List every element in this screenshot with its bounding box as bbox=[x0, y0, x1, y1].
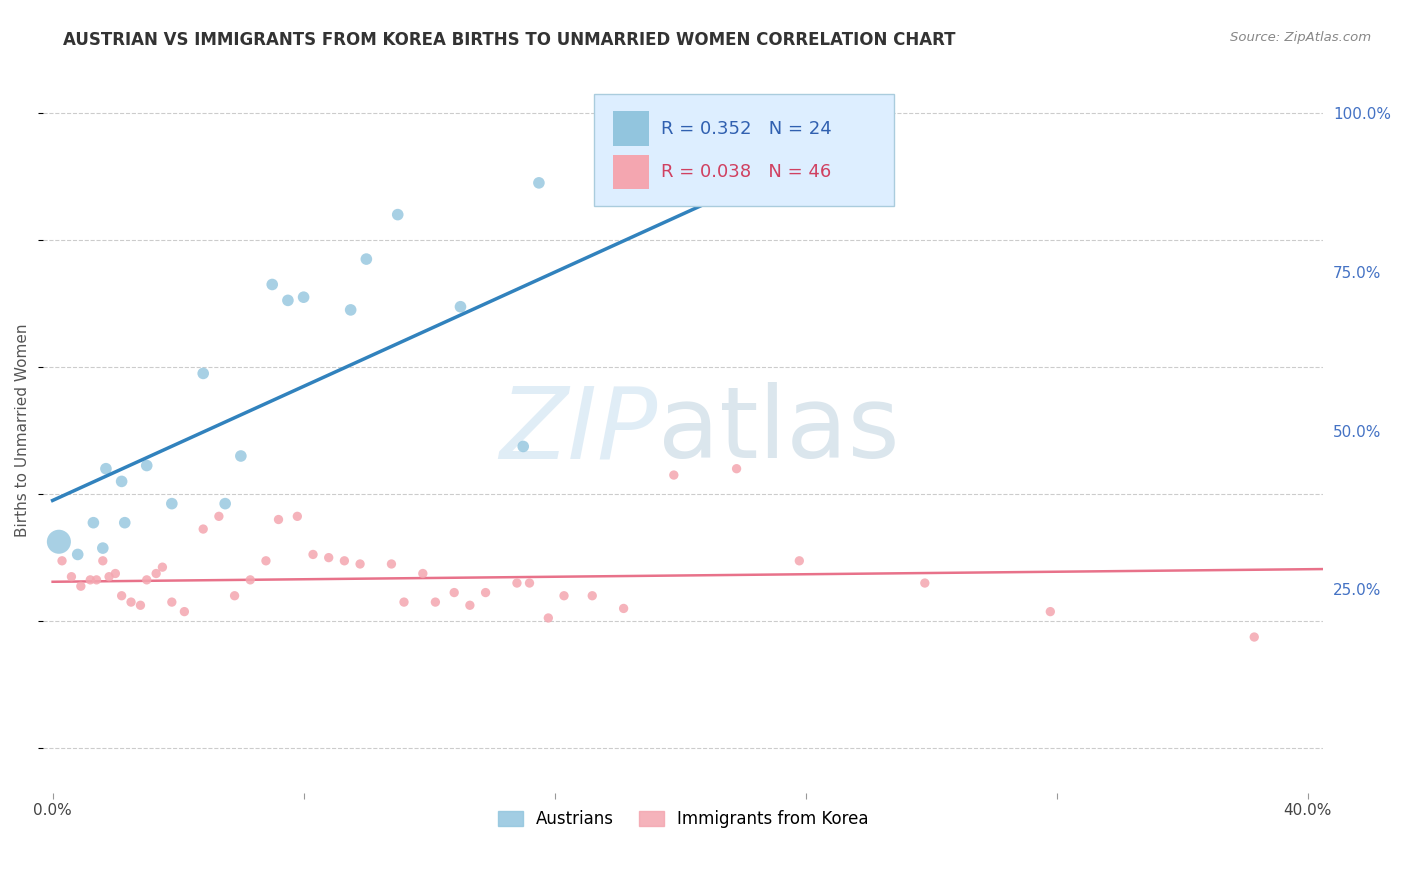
Point bbox=[1039, 605, 1062, 619]
Point bbox=[79, 573, 101, 587]
Point bbox=[425, 595, 447, 609]
Point bbox=[114, 516, 136, 530]
Point bbox=[380, 557, 402, 571]
Point bbox=[208, 509, 231, 524]
Point bbox=[193, 367, 215, 381]
Point bbox=[91, 541, 114, 555]
Point bbox=[48, 534, 70, 549]
Point bbox=[333, 554, 356, 568]
Point bbox=[51, 554, 73, 568]
Point bbox=[104, 566, 127, 581]
Text: R = 0.352   N = 24: R = 0.352 N = 24 bbox=[661, 120, 832, 137]
Point bbox=[873, 153, 896, 168]
FancyBboxPatch shape bbox=[613, 112, 648, 146]
Point bbox=[302, 548, 325, 562]
Point bbox=[277, 293, 299, 308]
Point bbox=[789, 554, 811, 568]
Point bbox=[339, 302, 361, 317]
Point bbox=[387, 208, 409, 222]
FancyBboxPatch shape bbox=[613, 154, 648, 189]
Point bbox=[224, 589, 246, 603]
Point bbox=[356, 252, 378, 266]
Point bbox=[450, 300, 472, 314]
Point bbox=[412, 566, 434, 581]
Point bbox=[458, 599, 481, 613]
Point bbox=[262, 277, 284, 292]
Text: atlas: atlas bbox=[658, 382, 900, 479]
Point bbox=[254, 554, 277, 568]
Point bbox=[267, 512, 290, 526]
Text: Source: ZipAtlas.com: Source: ZipAtlas.com bbox=[1230, 31, 1371, 45]
Point bbox=[239, 573, 262, 587]
Point bbox=[129, 599, 152, 613]
Point bbox=[519, 576, 541, 591]
Point bbox=[537, 611, 560, 625]
Point bbox=[94, 461, 117, 475]
Text: R = 0.038   N = 46: R = 0.038 N = 46 bbox=[661, 163, 832, 181]
Point bbox=[527, 176, 550, 190]
Y-axis label: Births to Unmarried Women: Births to Unmarried Women bbox=[15, 324, 30, 537]
Point bbox=[120, 595, 142, 609]
Point bbox=[613, 601, 636, 615]
Point bbox=[111, 475, 134, 489]
Point bbox=[292, 290, 315, 304]
Point bbox=[443, 585, 465, 599]
Point bbox=[193, 522, 215, 536]
Point bbox=[214, 497, 236, 511]
Point bbox=[392, 595, 415, 609]
Point bbox=[318, 550, 340, 565]
Point bbox=[86, 573, 108, 587]
FancyBboxPatch shape bbox=[593, 94, 894, 206]
Point bbox=[135, 458, 157, 473]
Point bbox=[60, 570, 83, 584]
Point bbox=[349, 557, 371, 571]
Point bbox=[135, 573, 157, 587]
Point bbox=[160, 595, 183, 609]
Point bbox=[512, 440, 534, 454]
Point bbox=[91, 554, 114, 568]
Point bbox=[725, 461, 748, 475]
Point bbox=[111, 589, 134, 603]
Point bbox=[763, 153, 786, 168]
Text: AUSTRIAN VS IMMIGRANTS FROM KOREA BIRTHS TO UNMARRIED WOMEN CORRELATION CHART: AUSTRIAN VS IMMIGRANTS FROM KOREA BIRTHS… bbox=[63, 31, 956, 49]
Point bbox=[98, 570, 121, 584]
Point bbox=[553, 589, 575, 603]
Point bbox=[152, 560, 174, 574]
Point bbox=[82, 516, 104, 530]
Point bbox=[66, 548, 89, 562]
Point bbox=[914, 576, 936, 591]
Point bbox=[69, 579, 91, 593]
Point bbox=[285, 509, 308, 524]
Point bbox=[229, 449, 252, 463]
Point bbox=[160, 497, 183, 511]
Point bbox=[145, 566, 167, 581]
Point bbox=[1243, 630, 1265, 644]
Point bbox=[581, 589, 603, 603]
Point bbox=[173, 605, 195, 619]
Text: ZIP: ZIP bbox=[499, 382, 658, 479]
Point bbox=[654, 176, 676, 190]
Point bbox=[506, 576, 529, 591]
Point bbox=[662, 468, 685, 483]
Legend: Austrians, Immigrants from Korea: Austrians, Immigrants from Korea bbox=[491, 804, 876, 835]
Point bbox=[474, 585, 496, 599]
